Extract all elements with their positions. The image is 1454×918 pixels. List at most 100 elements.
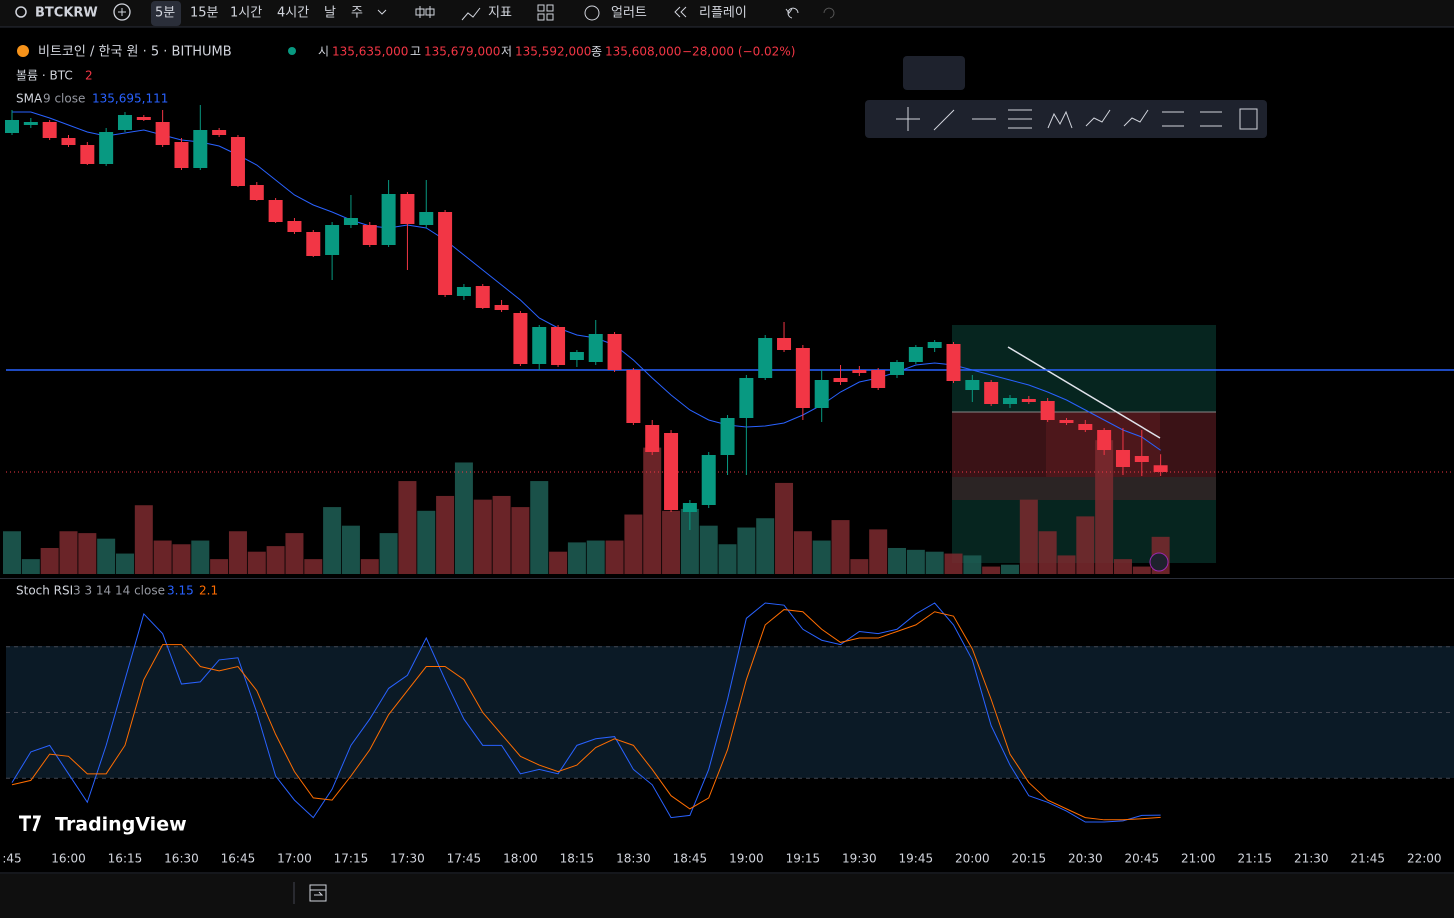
symbol[interactable]: BTCKRW xyxy=(35,6,98,21)
volume-bar xyxy=(40,547,59,574)
volume-bar xyxy=(756,518,775,574)
stoch-d: 2.1 xyxy=(199,584,218,598)
drawing-tools[interactable] xyxy=(896,107,1258,131)
candle-body xyxy=(701,455,716,505)
drawing-toolbar[interactable] xyxy=(865,100,1267,138)
chart-type[interactable] xyxy=(415,6,435,18)
x-tick-label: 19:15 xyxy=(786,852,821,866)
volume-bar xyxy=(1113,559,1132,574)
volume-bar xyxy=(888,547,907,574)
volume-bar xyxy=(1057,555,1076,574)
legend-low: 135,592,000 xyxy=(515,45,591,59)
candle-body xyxy=(400,194,415,224)
position-gap xyxy=(952,477,1216,500)
sma-params: 9 close xyxy=(43,92,85,106)
candle-body xyxy=(155,122,170,145)
layout-icon[interactable] xyxy=(537,4,554,21)
stoch-line xyxy=(11,609,1161,821)
volume-bar xyxy=(1095,440,1114,574)
logo-mark xyxy=(19,815,42,832)
indicator-icon[interactable] xyxy=(461,7,481,21)
volume-bar xyxy=(812,540,831,574)
candle-body xyxy=(249,185,264,200)
candle-body xyxy=(174,142,189,168)
volume-bar xyxy=(549,551,568,574)
candle-body xyxy=(588,334,603,362)
x-tick-label: 17:45 xyxy=(447,852,482,866)
sma-legend: SMA xyxy=(16,92,43,106)
x-tick-label: 19:30 xyxy=(842,852,877,866)
indicators[interactable]: 지표 xyxy=(488,6,512,21)
candle-body xyxy=(927,342,942,348)
volume-bar xyxy=(944,553,963,574)
redo[interactable] xyxy=(823,7,835,19)
x-tick-label: 21:15 xyxy=(1237,852,1272,866)
interval[interactable]: 1시간 xyxy=(230,6,262,21)
legend-title: 비트코인 / 한국 원 · 5 · BITHUMB xyxy=(38,45,232,60)
replay[interactable]: 리플레이 xyxy=(699,6,747,21)
legend-label: 저 xyxy=(501,45,512,59)
x-tick-label: 19:45 xyxy=(899,852,934,866)
candle-body xyxy=(1078,424,1093,430)
symbol-icon xyxy=(17,45,29,57)
candle-body xyxy=(1153,465,1168,472)
volume-bar xyxy=(793,531,812,574)
candle-body xyxy=(230,137,245,186)
interval[interactable]: 5분 xyxy=(155,6,175,21)
interval[interactable]: 4시간 xyxy=(277,6,309,21)
volume-bar xyxy=(775,482,794,574)
volume-bar xyxy=(323,507,342,574)
interval[interactable]: 주 xyxy=(351,6,363,21)
volume-bar xyxy=(605,540,624,574)
x-tick-label: 18:15 xyxy=(560,852,595,866)
floating-panel[interactable] xyxy=(903,56,965,90)
alert[interactable]: 얼러트 xyxy=(611,6,647,21)
legend-close: 135,608,000 xyxy=(605,45,681,59)
replay-icon[interactable] xyxy=(674,6,687,18)
x-tick-label: 18:45 xyxy=(673,852,708,866)
add-symbol[interactable] xyxy=(113,3,131,21)
volume-bar xyxy=(228,531,247,574)
candle-body xyxy=(23,122,38,125)
x-tick-label: 21:45 xyxy=(1350,852,1385,866)
candle-body xyxy=(1059,420,1074,423)
volume-bar xyxy=(567,542,586,574)
search-icon[interactable] xyxy=(15,6,27,18)
candle-body xyxy=(419,212,434,225)
goto-date[interactable] xyxy=(309,884,327,902)
volume-bar xyxy=(210,559,229,574)
candle-body xyxy=(1097,430,1112,450)
candle-body xyxy=(852,370,867,373)
volume-bar xyxy=(1132,566,1151,574)
legend-change: −28,000 (−0.02%) xyxy=(682,45,795,59)
volume-bar xyxy=(963,555,982,574)
more-intervals[interactable] xyxy=(377,9,387,15)
legend-high: 135,679,000 xyxy=(424,45,500,59)
interval-active[interactable] xyxy=(151,1,181,26)
interval[interactable]: 날 xyxy=(324,6,336,21)
volume-bar xyxy=(379,533,398,574)
alert-icon[interactable] xyxy=(584,5,600,21)
candle-body xyxy=(381,194,396,245)
candle-body xyxy=(965,380,980,390)
candle-body xyxy=(739,378,754,418)
candle-body xyxy=(1040,401,1055,420)
volume-bar xyxy=(643,447,662,574)
candle-body xyxy=(268,200,283,222)
volume-bar xyxy=(511,507,530,574)
volume-bar xyxy=(3,531,21,574)
x-tick-label: 22:00 xyxy=(1407,852,1442,866)
volume-bar xyxy=(285,533,304,574)
volume-bar xyxy=(680,508,699,574)
x-tick-label: 18:30 xyxy=(616,852,651,866)
x-tick-label: 17:15 xyxy=(334,852,369,866)
volume-bar xyxy=(586,540,605,574)
candle-body xyxy=(1021,399,1036,402)
candle-body xyxy=(626,370,641,423)
volume-bar xyxy=(624,514,643,574)
bottom-toolbar xyxy=(0,874,1454,918)
interval[interactable]: 15분 xyxy=(190,6,219,21)
status-dot xyxy=(288,47,296,55)
undo[interactable] xyxy=(785,7,799,19)
